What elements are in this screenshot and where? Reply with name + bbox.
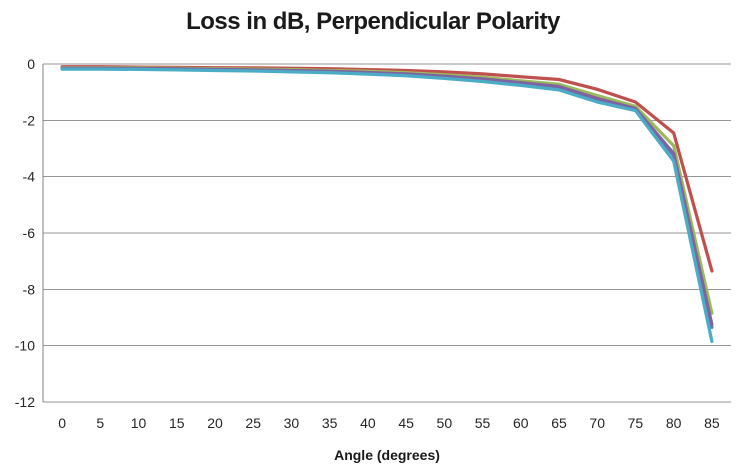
chart-title: Loss in dB, Perpendicular Polarity (186, 8, 560, 35)
x-tick-label: 30 (284, 415, 300, 431)
x-tick-label: 20 (207, 415, 223, 431)
series-line-series-cyan (60, 67, 714, 344)
y-tick-label: -2 (23, 112, 36, 128)
x-tick-label: 55 (475, 415, 491, 431)
x-tick-label: 80 (666, 415, 682, 431)
x-tick-label: 75 (628, 415, 644, 431)
y-tick-label: -10 (15, 338, 35, 354)
y-tick-label: -12 (15, 394, 35, 410)
x-tick-label: 10 (131, 415, 147, 431)
x-tick-label: 15 (169, 415, 185, 431)
series-line-series-red (60, 65, 714, 273)
x-axis-title: Angle (degrees) (334, 447, 440, 463)
x-tick-label: 85 (704, 415, 720, 431)
x-tick-label: 0 (58, 415, 66, 431)
x-tick-label: 25 (245, 415, 261, 431)
x-tick-label: 70 (589, 415, 605, 431)
x-tick-label: 40 (360, 415, 376, 431)
y-tick-label: 0 (27, 56, 35, 72)
y-tick-label: -4 (23, 169, 36, 185)
y-tick-label: -8 (23, 281, 36, 297)
x-tick-label: 35 (322, 415, 338, 431)
y-tick-label: -6 (23, 225, 36, 241)
x-tick-label: 50 (437, 415, 453, 431)
x-tick-label: 45 (398, 415, 414, 431)
x-tick-label: 60 (513, 415, 529, 431)
x-tick-label: 65 (551, 415, 567, 431)
x-tick-label: 5 (96, 415, 104, 431)
